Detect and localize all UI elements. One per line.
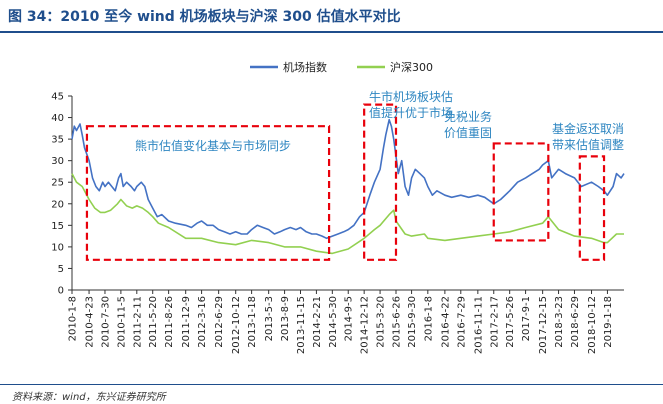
annotation-text-4: 基金返还取消 <box>552 121 624 136</box>
y-tick-label: 40 <box>51 113 64 124</box>
source-note: 资料来源：wind，东兴证券研究所 <box>12 392 166 403</box>
y-tick-label: 0 <box>58 286 64 297</box>
annotation-box-3 <box>492 142 550 242</box>
series-line-2 <box>71 173 624 255</box>
y-tick-label: 20 <box>51 199 64 210</box>
annotation-text-2: 牛市机场板块估 <box>369 89 453 104</box>
x-tick-label: 2015-9-30 <box>407 296 418 348</box>
x-tick-label: 2018-10-12 <box>587 296 598 354</box>
x-tick-label: 2014-9-5 <box>344 296 355 341</box>
x-tick-label: 2014-2-21 <box>312 296 323 348</box>
x-tick-label: 2011-12-9 <box>181 296 192 348</box>
x-tick-label: 2016-11-11 <box>473 296 484 354</box>
x-tick-label: 2012-3-16 <box>197 296 208 348</box>
x-tick-label: 2013-11-15 <box>296 296 307 354</box>
x-tick-label: 2014-12-12 <box>360 296 371 354</box>
x-tick-label: 2013-5-3 <box>264 296 275 341</box>
x-tick-label: 2016-4-22 <box>440 296 451 348</box>
x-tick-label: 2010-11-5 <box>116 296 127 348</box>
x-tick-label: 2015-3-20 <box>376 296 387 348</box>
footer-rule <box>0 384 663 385</box>
x-tick-label: 2012-10-12 <box>231 296 242 354</box>
y-tick-label: 5 <box>58 264 64 275</box>
x-tick-label: 2011-5-20 <box>148 296 159 348</box>
x-tick-label: 2011-8-26 <box>164 296 175 348</box>
x-tick-label: 2016-1-8 <box>423 296 434 341</box>
x-tick-label: 2018-3-23 <box>554 296 565 348</box>
x-tick-label: 2017-2-17 <box>489 296 500 348</box>
annotation-text-3: 价值重固 <box>444 125 492 140</box>
y-tick-label: 45 <box>51 92 64 103</box>
annotation-text-1: 熊市估值变化基本与市场同步 <box>135 138 291 153</box>
x-tick-label: 2013-8-9 <box>280 296 291 341</box>
x-tick-label: 2014-5-30 <box>328 296 339 348</box>
legend-label-1: 机场指数 <box>283 60 327 74</box>
x-tick-label: 2010-4-23 <box>85 296 96 348</box>
x-tick-label: 2018-6-29 <box>570 296 581 348</box>
x-tick-label: 2013-1-18 <box>247 296 258 348</box>
annotation-box-1 <box>85 125 331 261</box>
annotation-text-4: 带来估值调整 <box>552 137 624 152</box>
y-tick-label: 25 <box>51 178 64 189</box>
x-tick-label: 2017-12-15 <box>538 296 549 354</box>
legend-label-2: 沪深300 <box>390 60 433 74</box>
series-line-1 <box>71 118 625 240</box>
y-tick-label: 10 <box>51 242 64 253</box>
x-tick-label: 2019-1-18 <box>603 296 614 348</box>
annotation-box-4 <box>578 155 606 261</box>
annotation-text-2: 值提升优于市场 <box>369 105 453 120</box>
x-tick-label: 2010-1-8 <box>68 296 79 341</box>
y-tick-label: 15 <box>51 221 64 232</box>
x-tick-label: 2011-2-11 <box>132 296 143 348</box>
x-tick-label: 2010-7-30 <box>100 296 111 348</box>
y-tick-label: 30 <box>51 156 64 167</box>
x-tick-label: 2012-6-29 <box>214 296 225 348</box>
figure-title: 图 34：2010 至今 wind 机场板块与沪深 300 估值水平对比 <box>8 9 401 25</box>
x-tick-label: 2017-9-1 <box>521 296 532 341</box>
x-tick-label: 2017-5-26 <box>505 296 516 348</box>
annotation-box-2 <box>363 103 398 261</box>
annotation-text-3: 免税业务 <box>444 109 492 124</box>
title-rule <box>0 31 663 33</box>
x-tick-label: 2015-6-26 <box>391 296 402 348</box>
y-tick-label: 35 <box>51 135 64 146</box>
x-tick-label: 2016-7-29 <box>456 296 467 348</box>
